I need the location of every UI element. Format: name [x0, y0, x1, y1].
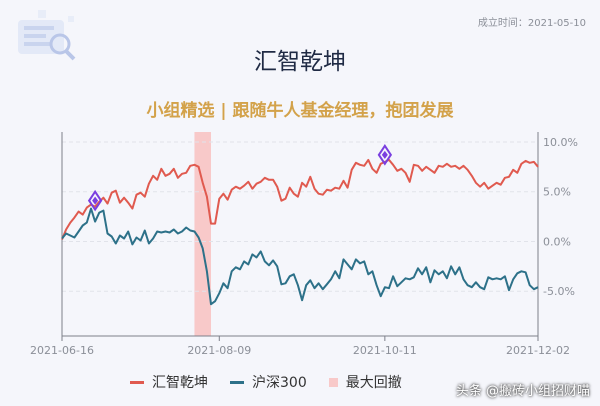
legend-item-index: 沪深300 [230, 372, 307, 392]
drawdown-shade [194, 132, 212, 336]
decorative-chart-illustration [18, 10, 76, 61]
legend-label-fund: 汇智乾坤 [152, 375, 208, 391]
watermark: 头条 @搬砖小组招财喵 [455, 384, 590, 399]
legend-swatch-fund [130, 380, 144, 384]
legend-swatch-drawdown [328, 377, 338, 387]
y-tick-label: 5.0% [543, 186, 571, 199]
x-tick-label: 2021-12-02 [506, 344, 570, 357]
diamond-marker [377, 144, 393, 166]
x-tick-label: 2021-10-11 [353, 344, 417, 357]
index-series-line [61, 207, 539, 306]
legend-swatch-index [230, 380, 244, 384]
x-tick-label: 2021-06-16 [30, 344, 94, 357]
legend-label-index: 沪深300 [252, 375, 307, 391]
diamond-marker-inner [92, 196, 99, 205]
y-tick-label: 0.0% [543, 235, 571, 248]
legend-label-drawdown: 最大回撤 [345, 375, 402, 391]
y-tick-label: 10.0% [543, 136, 578, 149]
chart-legend: 汇智乾坤 沪深300 最大回撤 [130, 372, 424, 392]
legend-item-drawdown: 最大回撤 [328, 372, 402, 392]
diamond-marker-inner [381, 150, 388, 159]
fund-subtitle: 小组精选 | 跟随牛人基金经理，抱团发展 [146, 101, 454, 121]
x-tick-label: 2021-08-09 [187, 344, 251, 357]
established-date: 成立时间：2021-05-10 [477, 18, 586, 29]
legend-item-fund: 汇智乾坤 [130, 372, 208, 392]
y-tick-label: -5.0% [543, 285, 575, 298]
fund-title: 汇智乾坤 [254, 49, 346, 75]
fund-series-line [61, 158, 539, 240]
diamond-marker [87, 189, 103, 212]
